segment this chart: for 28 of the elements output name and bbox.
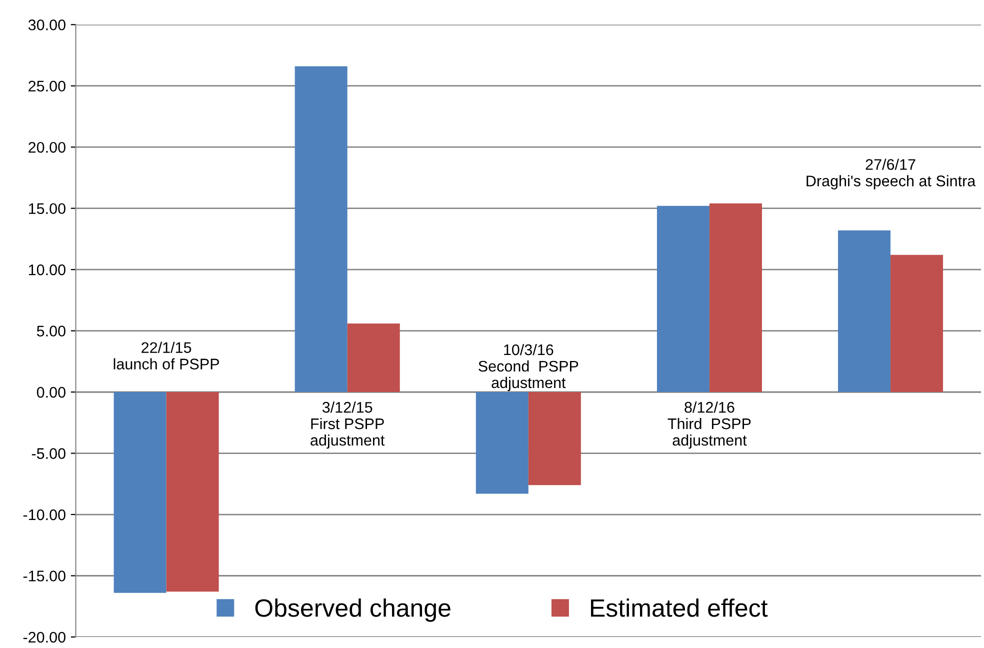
bar (114, 392, 166, 593)
legend-label: Estimated effect (591, 598, 768, 617)
y-tick-label: -15.00 (23, 570, 66, 582)
annotation: 3/12/15 First PSPP adjustment (310, 402, 385, 449)
bar (890, 254, 944, 392)
y-tick-label: -5.00 (32, 448, 66, 459)
annotation: 8/12/16 Third PSPP adjustment (668, 402, 751, 449)
bar (347, 323, 400, 392)
y-tick-label: 15.00 (28, 203, 66, 214)
bar (656, 206, 710, 392)
bar (838, 230, 891, 392)
legend-label: Observed change (255, 598, 450, 622)
y-tick-label: 5.00 (36, 326, 66, 336)
bar (528, 392, 581, 486)
y-tick-label: 0.00 (36, 386, 66, 398)
annotation: 10/3/16 Second PSPP adjustment (478, 344, 578, 392)
y-tick-label: 10.00 (28, 264, 66, 276)
y-tick-label: -20.00 (23, 632, 66, 643)
y-tick-label: 30.00 (28, 19, 66, 30)
bar (294, 66, 348, 392)
bar (476, 392, 528, 494)
bar (166, 392, 219, 592)
y-tick-label: 25.00 (28, 80, 66, 92)
y-tick-label: 20.00 (28, 142, 66, 153)
bar (709, 203, 762, 392)
annotation: 27/6/17 Draghi's speech at Sintra (806, 158, 976, 190)
y-tick-label: -10.00 (23, 509, 66, 520)
annotation: 22/1/15 launch of PSPP (114, 342, 219, 370)
